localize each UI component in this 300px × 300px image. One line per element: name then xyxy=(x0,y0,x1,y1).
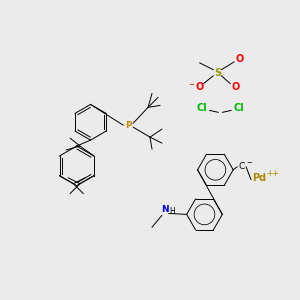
Text: ++: ++ xyxy=(266,169,279,178)
Text: −: − xyxy=(189,82,194,88)
Text: O: O xyxy=(195,82,204,92)
Text: Cl: Cl xyxy=(234,103,244,113)
Text: O: O xyxy=(235,54,243,64)
Text: P: P xyxy=(125,121,131,130)
Text: −: − xyxy=(246,160,252,166)
Text: S: S xyxy=(214,68,221,78)
Text: Cl: Cl xyxy=(196,103,207,113)
Text: N: N xyxy=(161,205,169,214)
Text: H: H xyxy=(169,207,175,216)
Text: C: C xyxy=(238,162,244,171)
Text: Pd: Pd xyxy=(252,173,266,183)
Text: O: O xyxy=(231,82,239,92)
